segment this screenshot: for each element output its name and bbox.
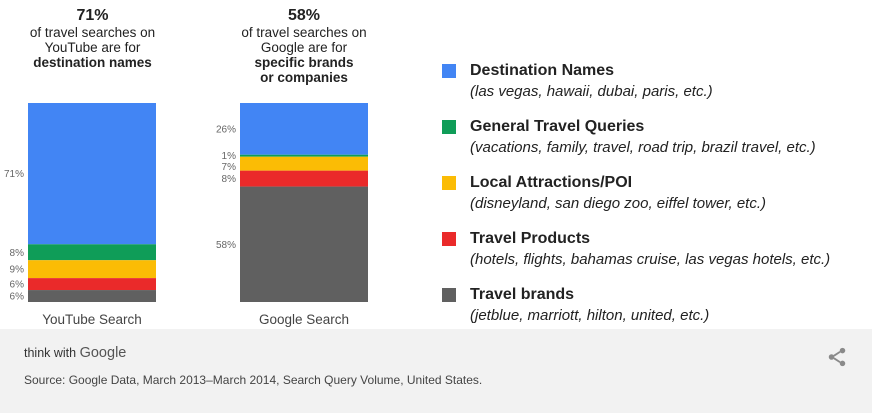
share-icon[interactable] (826, 346, 848, 368)
bar-segment (28, 290, 156, 302)
google-headline-bold1: specific brands (254, 55, 354, 70)
bar-value-label: 58% (216, 240, 236, 251)
bar-value-label: 7% (222, 162, 237, 173)
youtube-panel-header: 71% of travel searches on YouTube are fo… (10, 7, 175, 70)
bar-segment (240, 186, 368, 302)
legend-subtitle: (jetblue, marriott, hilton, united, etc.… (470, 307, 710, 324)
bar-segment (240, 170, 368, 187)
legend-item-attractions: Local Attractions/POI (disneyland, san d… (440, 170, 870, 226)
youtube-headline-line2: YouTube are for (44, 40, 141, 55)
chart-legend: Destination Names (las vegas, hawaii, du… (440, 58, 870, 338)
legend-title: Travel brands (470, 286, 575, 303)
legend-item-products: Travel Products (hotels, flights, bahama… (440, 226, 870, 282)
legend-title: Destination Names (470, 62, 615, 79)
bar-segment (28, 278, 156, 291)
legend-title: General Travel Queries (470, 118, 645, 135)
google-headline-line1: of travel searches on (241, 25, 367, 40)
brand-prefix: think with (24, 346, 80, 360)
legend-item-destination: Destination Names (las vegas, hawaii, du… (440, 58, 870, 114)
bar-value-label: 26% (216, 124, 236, 135)
bar-value-label: 6% (10, 292, 25, 303)
bar-value-label: 8% (222, 174, 237, 185)
legend-subtitle: (hotels, flights, bahamas cruise, las ve… (470, 251, 831, 268)
bar-value-label: 6% (10, 280, 25, 291)
legend-swatch (442, 176, 456, 190)
bar-value-label: 8% (10, 248, 25, 259)
google-panel-header: 58% of travel searches on Google are for… (220, 7, 388, 85)
legend-title: Travel Products (470, 230, 591, 247)
google-headline-bold2: or companies (260, 70, 348, 85)
legend-subtitle: (disneyland, san diego zoo, eiffel tower… (470, 195, 767, 212)
think-with-google-logo[interactable]: think with Google (24, 345, 126, 361)
footer-bar: think with Google Source: Google Data, M… (0, 329, 872, 413)
legend-swatch (442, 232, 456, 246)
source-note: Source: Google Data, March 2013–March 20… (24, 373, 483, 387)
bar-segment (240, 156, 368, 171)
bar-segment (28, 103, 156, 245)
youtube-headline-bold: destination names (33, 55, 152, 70)
bar-value-label: 71% (4, 169, 24, 180)
bar-value-label: 1% (222, 151, 237, 162)
bar-segment (28, 244, 156, 261)
bar-segment (240, 154, 368, 157)
legend-item-brands: Travel brands (jetblue, marriott, hilton… (440, 282, 870, 338)
legend-subtitle: (las vegas, hawaii, dubai, paris, etc.) (470, 83, 713, 100)
google-headline-percent: 58% (287, 7, 321, 24)
legend-title: Local Attractions/POI (470, 174, 633, 191)
stacked-bar-chart: 71%8%9%6%6%YouTube Search26%1%7%8%58%Goo… (4, 103, 368, 327)
legend-swatch (442, 64, 456, 78)
brand-google: Google (79, 345, 127, 361)
category-label: YouTube Search (42, 312, 142, 327)
google-headline-line2: Google are for (260, 40, 348, 55)
category-label: Google Search (259, 312, 349, 327)
youtube-headline-line1: of travel searches on (29, 25, 156, 40)
legend-item-general: General Travel Queries (vacations, famil… (440, 114, 870, 170)
legend-swatch (442, 120, 456, 134)
legend-swatch (442, 288, 456, 302)
bar-segment (240, 103, 368, 155)
bar-segment (28, 260, 156, 279)
legend-subtitle: (vacations, family, travel, road trip, b… (470, 139, 816, 156)
bar-value-label: 9% (10, 265, 25, 276)
youtube-headline-percent: 71% (76, 7, 109, 24)
